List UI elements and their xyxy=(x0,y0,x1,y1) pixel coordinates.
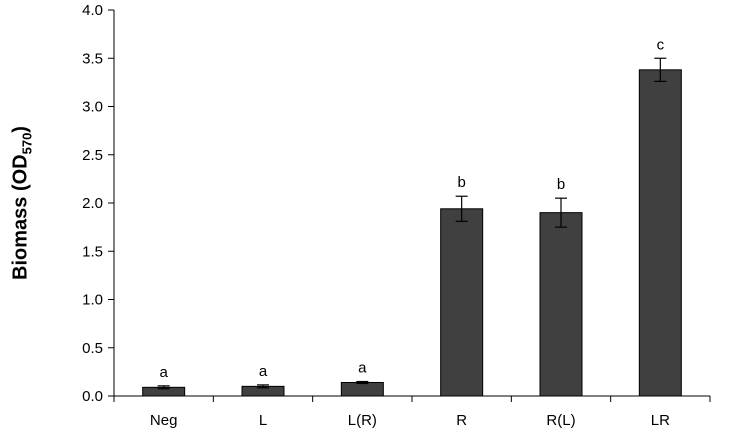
x-tick-label: Neg xyxy=(150,412,178,429)
y-tick-label: 2.0 xyxy=(82,195,103,212)
significance-label: c xyxy=(657,36,665,53)
bar-LR xyxy=(638,69,682,397)
y-axis-label: Biomass (OD570) xyxy=(2,98,42,308)
bar-R(L) xyxy=(539,212,583,397)
y-axis: 0.0 0.5 1.0 1.5 2.0 2.5 3.0 3.5 4.0 xyxy=(82,2,115,405)
significance-label: a xyxy=(358,360,367,377)
bar-L(R) xyxy=(340,381,384,397)
y-tick-label: 1.0 xyxy=(82,292,103,309)
y-axis-label-close: ) xyxy=(9,126,32,133)
y-tick-label: 2.5 xyxy=(82,147,103,164)
y-tick-label: 0.0 xyxy=(82,388,103,405)
bars: a a a b b c xyxy=(142,36,682,397)
x-tick-label: LR xyxy=(651,412,670,429)
x-tick-label: R(L) xyxy=(546,412,575,429)
x-tick-label: L(R) xyxy=(348,412,377,429)
y-tick-label: 0.5 xyxy=(82,340,103,357)
significance-label: a xyxy=(259,363,268,380)
y-tick-label: 1.5 xyxy=(82,243,103,260)
bar-R xyxy=(440,208,484,397)
significance-label: a xyxy=(159,364,168,381)
x-tick-label: L xyxy=(259,412,267,429)
y-tick-label: 4.0 xyxy=(82,2,103,19)
y-axis-label-main: Biomass (OD xyxy=(9,154,32,280)
significance-label: b xyxy=(557,176,565,193)
y-tick-label: 3.5 xyxy=(82,50,103,67)
significance-label: b xyxy=(457,174,465,191)
y-axis-label-subscript: 570 xyxy=(19,132,35,155)
x-tick-label: R xyxy=(456,412,467,429)
x-axis: Neg L L(R) R R(L) LR xyxy=(113,395,711,429)
y-tick-label: 3.0 xyxy=(82,99,103,116)
